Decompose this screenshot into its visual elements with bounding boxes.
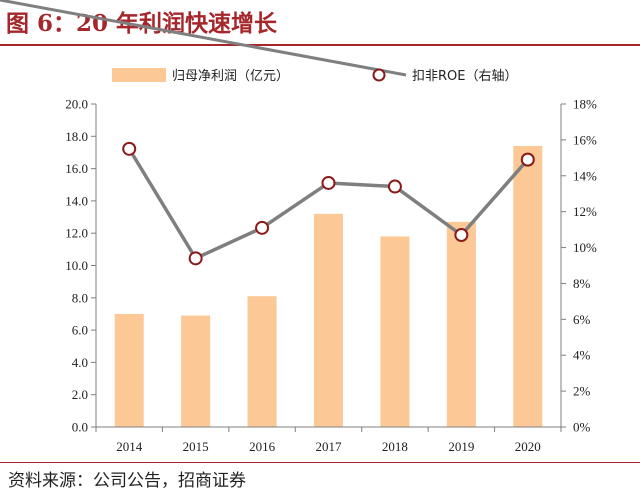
- y-right-tick-label: 12%: [573, 204, 597, 219]
- source-note: 资料来源：公司公告，招商证券: [8, 471, 246, 491]
- roe-point-2016: [255, 220, 270, 235]
- y-left-tick-label: 4.0: [72, 355, 88, 370]
- x-tick-label: 2015: [183, 439, 209, 454]
- bar-2020: [513, 145, 543, 428]
- legend-bar-swatch: [112, 68, 166, 82]
- y-right-tick-label: 14%: [573, 168, 597, 183]
- y-left-tick-label: 18.0: [65, 129, 88, 144]
- title-rule: [0, 44, 640, 46]
- legend-line-swatch: [0, 0, 407, 77]
- y-right-tick-label: 2%: [573, 384, 591, 399]
- y-left-tick-label: 2.0: [72, 387, 88, 402]
- roe-point-2020: [520, 152, 535, 167]
- y-left-tick-label: 12.0: [65, 226, 88, 241]
- y-right-tick-label: 8%: [573, 276, 591, 291]
- y-right-tick-label: 10%: [573, 240, 597, 255]
- roe-point-2014: [122, 141, 137, 156]
- bar-2015: [181, 315, 211, 427]
- y-left-tick-label: 10.0: [65, 258, 88, 273]
- y-right-tick-label: 4%: [573, 348, 591, 363]
- legend: 归母净利润（亿元） 扣非ROE（右轴）: [0, 0, 517, 84]
- bar-2014: [114, 313, 144, 427]
- x-tick-label: 2019: [448, 439, 474, 454]
- x-tick-label: 2017: [316, 439, 343, 454]
- y-right-tick-label: 18%: [573, 97, 597, 112]
- y-right-tick-label: 6%: [573, 312, 591, 327]
- y-left-tick-label: 0.0: [72, 420, 88, 435]
- bar-2017: [314, 213, 343, 427]
- y-right-tick-label: 16%: [573, 132, 597, 147]
- y-left-tick-label: 14.0: [65, 193, 88, 208]
- roe-point-2017: [321, 175, 336, 190]
- bar-2018: [380, 236, 410, 427]
- roe-point-2015: [188, 251, 203, 266]
- source-rule: [0, 462, 640, 463]
- roe-point-2019: [454, 227, 469, 242]
- roe-point-2018: [387, 179, 402, 194]
- legend-line-marker: [372, 68, 386, 82]
- legend-bar-label: 归母净利润（亿元）: [172, 69, 289, 84]
- x-tick-label: 2016: [249, 439, 276, 454]
- y-right-tick-label: 0%: [573, 420, 591, 435]
- x-tick-label: 2014: [116, 439, 143, 454]
- y-left-tick-label: 16.0: [65, 161, 88, 176]
- line-series: [122, 141, 535, 266]
- y-left-tick-label: 6.0: [72, 323, 88, 338]
- legend-line-label: 扣非ROE（右轴）: [412, 69, 517, 84]
- x-tick-label: 2020: [515, 439, 541, 454]
- axes: 0.0 2.0 4.0 6.0 8.0 10.0 12.0 14.0 16.0 18.0 20.0 0…: [65, 97, 597, 455]
- x-tick-label: 2018: [382, 439, 408, 454]
- y-left-tick-label: 20.0: [65, 97, 88, 112]
- figure-title: 图 6：20 年利润快速增长: [6, 10, 278, 37]
- bar-2019: [446, 221, 476, 427]
- bar-2016: [247, 296, 277, 427]
- y-left-tick-label: 8.0: [72, 290, 88, 305]
- bar-series: [114, 145, 543, 428]
